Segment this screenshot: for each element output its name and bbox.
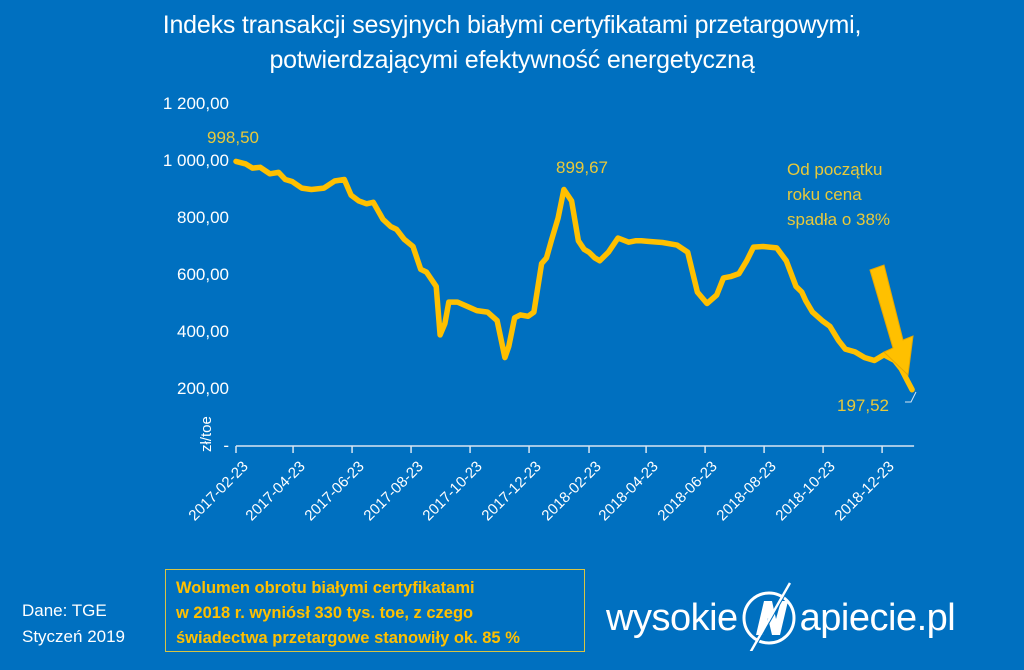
decline-note-line3: spadła o 38% [787,210,891,229]
chart-title-line1: Indeks transakcji sesyjnych białymi cert… [162,11,862,39]
y-tick-1200: 1 200,00 [162,94,229,113]
end-label-leader [905,391,917,403]
end-value-label: 197,52 [837,396,889,415]
logo-text-right: apiecie.pl [799,596,956,639]
infobox-line3: świadectwa przetargowe stanowiły ok. 85 … [176,629,520,647]
x-axis [235,445,915,453]
y-tick-0: - [223,436,229,455]
price-index-line [233,158,915,393]
decline-note-line2: roku cena [787,185,862,204]
data-source: Dane: TGE Styczeń 2019 [22,598,125,650]
y-tick-600: 600,00 [177,265,229,284]
y-tick-1000: 1 000,00 [162,151,229,170]
volume-info-box: Wolumen obrotu białymi certyfikatami w 2… [165,569,585,652]
infobox-line2: w 2018 r. wyniósł 330 tys. toe, z czego [176,604,474,622]
chart-title-line2: potwierdzającymi efektywność energetyczn… [269,46,755,74]
y-tick-200: 200,00 [177,379,229,398]
lightning-n-icon [740,582,798,651]
brand-logo[interactable]: wysokie apiecie.pl [606,582,956,651]
chart-title: Indeks transakcji sesyjnych białymi cert… [0,8,1024,78]
down-arrow-icon [869,264,914,377]
decline-note: Od początku roku cena spadła o 38% [787,157,890,232]
y-tick-400: 400,00 [177,322,229,341]
infobox-line1: Wolumen obrotu białymi certyfikatami [176,579,475,597]
source-line2: Styczeń 2019 [22,627,126,646]
peak-value-label: 899,67 [556,158,608,177]
start-value-label: 998,50 [207,128,259,147]
decline-note-line1: Od początku [787,160,883,179]
source-line1: Dane: TGE [22,601,107,620]
logo-text-left: wysokie [606,596,738,639]
y-tick-800: 800,00 [177,208,229,227]
